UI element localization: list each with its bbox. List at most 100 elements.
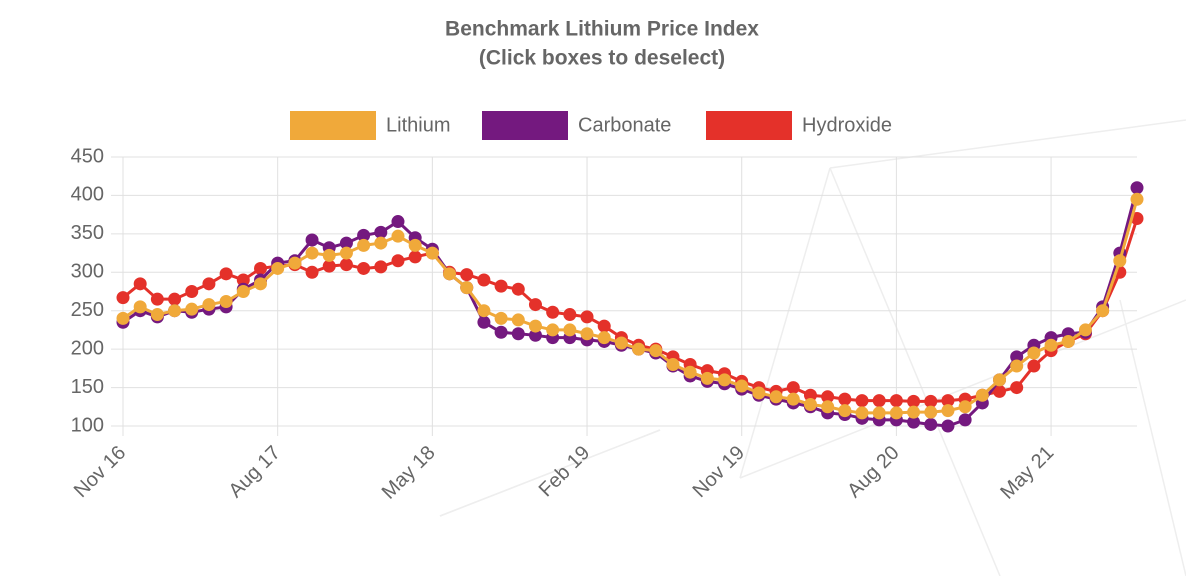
- data-point: [752, 386, 766, 400]
- data-point: [546, 305, 560, 319]
- data-point: [924, 405, 938, 419]
- series: [116, 181, 1144, 433]
- data-point: [855, 394, 869, 408]
- data-point: [941, 419, 955, 433]
- data-point: [1096, 304, 1110, 318]
- data-point: [889, 406, 903, 420]
- data-point: [271, 261, 285, 275]
- data-point: [339, 246, 353, 260]
- data-point: [322, 259, 336, 273]
- data-point: [1130, 181, 1144, 195]
- data-point: [116, 311, 130, 325]
- x-tick-label: Nov 19: [689, 442, 749, 502]
- data-point: [391, 215, 405, 229]
- data-point: [563, 308, 577, 322]
- data-point: [563, 323, 577, 337]
- legend-item[interactable]: Carbonate: [482, 111, 671, 140]
- data-point: [202, 277, 216, 291]
- y-tick-label: 300: [71, 261, 104, 283]
- data-point: [408, 238, 422, 252]
- legend-swatch[interactable]: [290, 111, 376, 140]
- data-point: [958, 413, 972, 427]
- data-point: [460, 268, 474, 282]
- legend-item[interactable]: Hydroxide: [706, 111, 892, 140]
- data-point: [597, 319, 611, 333]
- legend-label[interactable]: Hydroxide: [802, 114, 892, 136]
- data-point: [838, 392, 852, 406]
- data-point: [494, 279, 508, 293]
- data-point: [460, 281, 474, 295]
- data-point: [357, 261, 371, 275]
- legend-item[interactable]: Lithium: [290, 111, 450, 140]
- background-decoration: [739, 167, 831, 479]
- data-point: [477, 304, 491, 318]
- data-point: [305, 265, 319, 279]
- data-point: [907, 394, 921, 408]
- data-point: [924, 417, 938, 431]
- data-point: [907, 415, 921, 429]
- background-decoration: [739, 299, 1186, 479]
- data-point: [374, 260, 388, 274]
- data-point: [803, 397, 817, 411]
- legend-label[interactable]: Lithium: [386, 114, 450, 136]
- data-point: [185, 302, 199, 316]
- x-tick-label: Feb 19: [535, 442, 595, 502]
- data-point: [907, 405, 921, 419]
- data-point: [511, 282, 525, 296]
- data-point: [528, 319, 542, 333]
- data-point: [374, 225, 388, 239]
- data-point: [821, 390, 835, 404]
- data-point: [219, 294, 233, 308]
- data-point: [941, 404, 955, 418]
- data-point: [1010, 359, 1024, 373]
- data-point: [391, 254, 405, 268]
- data-point: [683, 365, 697, 379]
- data-point: [391, 229, 405, 243]
- legend-swatch[interactable]: [706, 111, 792, 140]
- data-point: [168, 292, 182, 306]
- data-point: [786, 392, 800, 406]
- data-point: [649, 344, 663, 358]
- data-point: [494, 325, 508, 339]
- data-point: [1010, 381, 1024, 395]
- data-point: [133, 300, 147, 314]
- background-decoration: [439, 429, 661, 517]
- x-tick-label: Aug 20: [843, 442, 903, 502]
- data-point: [855, 406, 869, 420]
- data-point: [202, 298, 216, 312]
- data-point: [339, 258, 353, 272]
- data-point: [975, 388, 989, 402]
- data-point: [357, 228, 371, 242]
- data-point: [477, 315, 491, 329]
- y-tick-label: 350: [71, 222, 104, 244]
- data-point: [1061, 334, 1075, 348]
- data-point: [150, 292, 164, 306]
- data-point: [889, 394, 903, 408]
- data-point: [993, 373, 1007, 387]
- legend-swatch[interactable]: [482, 111, 568, 140]
- data-point: [1113, 254, 1127, 268]
- data-point: [1044, 338, 1058, 352]
- data-point: [993, 384, 1007, 398]
- data-point: [924, 394, 938, 408]
- data-point: [305, 233, 319, 247]
- data-point: [1027, 359, 1041, 373]
- data-point: [236, 273, 250, 287]
- data-point: [1010, 350, 1024, 364]
- data-point: [236, 285, 250, 298]
- data-point: [357, 238, 371, 252]
- data-point: [339, 236, 353, 250]
- data-point: [374, 236, 388, 250]
- data-point: [150, 308, 164, 322]
- legend-label[interactable]: Carbonate: [578, 114, 671, 136]
- y-tick-label: 400: [71, 184, 104, 206]
- series-line: [122, 218, 1139, 403]
- data-point: [528, 328, 542, 342]
- data-point: [511, 327, 525, 341]
- data-point: [614, 336, 628, 350]
- data-point: [253, 277, 267, 291]
- background-decoration: [1119, 299, 1186, 576]
- data-point: [597, 331, 611, 345]
- data-point: [528, 298, 542, 312]
